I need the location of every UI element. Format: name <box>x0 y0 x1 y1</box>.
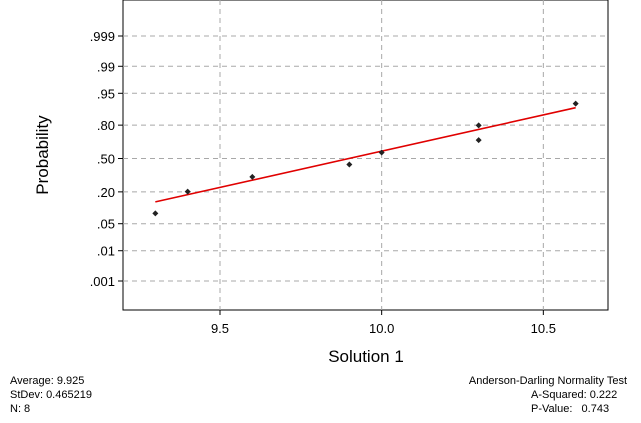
test-title: Anderson-Darling Normality Test <box>468 375 627 387</box>
data-point <box>572 100 579 107</box>
data-point <box>184 188 191 195</box>
y-tick-label: .05 <box>97 217 115 232</box>
x-axis-ticks: 9.5 10.0 10.5 <box>211 310 556 336</box>
test-p-value: P-Value: 0.743 <box>531 403 610 415</box>
y-tick-label: .50 <box>97 152 115 167</box>
y-tick-label: .80 <box>97 118 115 133</box>
y-tick-label: .999 <box>90 29 115 44</box>
data-point <box>475 137 482 144</box>
y-tick-label: .95 <box>97 86 115 101</box>
y-tick-label: .001 <box>90 274 115 289</box>
x-tick-label: 10.0 <box>369 321 394 336</box>
y-tick-label: .20 <box>97 185 115 200</box>
test-a-squared: A-Squared: 0.222 <box>531 389 618 401</box>
y-axis-ticks: .001 .01 .05 .20 .50 .80 .95 .99 .999 <box>90 29 123 289</box>
y-tick-label: .01 <box>97 244 115 259</box>
x-axis-title: Solution 1 <box>328 347 404 366</box>
summary-stats: Average: 9.925 StDev: 0.465219 N: 8 <box>10 374 92 416</box>
data-point <box>152 210 159 217</box>
x-tick-label: 9.5 <box>211 321 229 336</box>
x-tick-label: 10.5 <box>531 321 556 336</box>
data-points <box>152 100 579 217</box>
data-point <box>346 161 353 168</box>
stat-stdev: StDev: 0.465219 <box>10 389 92 401</box>
normality-test: Anderson-Darling Normality Test A-Square… <box>469 374 627 416</box>
fit-line <box>155 106 576 203</box>
stat-average: Average: 9.925 <box>10 375 85 387</box>
y-axis-title: Probability <box>33 115 52 195</box>
data-point <box>378 149 385 156</box>
data-point <box>249 173 256 180</box>
data-point <box>475 122 482 129</box>
stat-n: N: 8 <box>10 403 31 415</box>
y-tick-label: .99 <box>97 59 115 74</box>
